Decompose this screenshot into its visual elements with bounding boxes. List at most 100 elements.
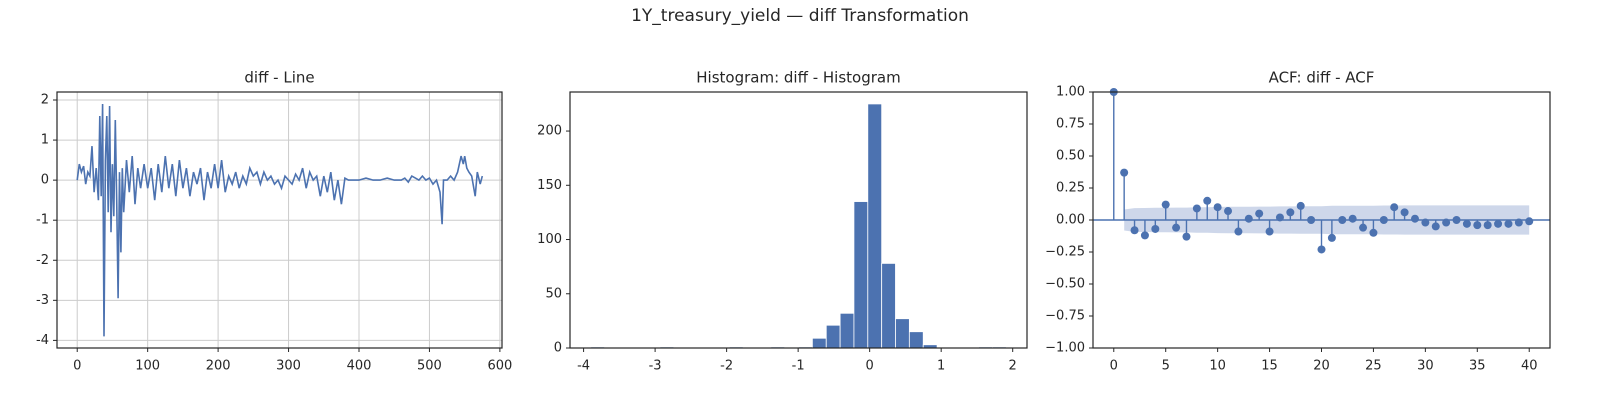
stem-marker [1400,208,1409,217]
stem-marker [1296,201,1305,210]
plot-frame [569,91,1028,349]
bar [908,331,924,349]
y-tick-label: 0 [554,341,562,356]
y-tick-label: 0.75 [1056,117,1085,132]
y-tick-label: 200 [537,124,562,139]
stem-marker [1140,231,1149,240]
panel-title: Histogram: diff - Histogram [696,69,900,87]
stem-marker [1265,227,1274,236]
x-tick-label: 40 [1521,359,1538,374]
x-tick-label: 200 [206,359,231,374]
figure-title: 1Y_treasury_yield — diff Transformation [631,6,969,26]
bar [853,201,869,349]
y-tick-label: 100 [537,232,562,247]
x-tick-label: 20 [1313,359,1330,374]
stem-marker [1317,245,1326,254]
bar [881,262,896,349]
y-tick-label: 1 [41,133,49,148]
x-tick-label: 600 [487,359,512,374]
stem-marker [1275,213,1284,222]
x-tick-label: 15 [1261,359,1278,374]
bar [867,103,883,349]
x-tick-label: 2 [1009,359,1017,374]
x-tick-label: 1 [937,359,945,374]
stem-marker [1213,203,1222,212]
y-tick-label: −0.25 [1045,245,1085,260]
stem-marker [1327,233,1336,242]
stem-marker [1234,227,1243,236]
y-tick-label: -3 [36,293,49,308]
x-tick-label: 500 [417,359,442,374]
stem-marker [1161,200,1170,209]
y-tick-label: 150 [537,178,562,193]
x-tick-label: 100 [135,359,160,374]
x-tick-label: 25 [1365,359,1382,374]
bar [811,337,827,349]
y-tick-label: 0.25 [1056,181,1085,196]
stem-marker [1348,214,1357,223]
stem-marker [1504,219,1513,228]
x-tick-label: 0 [73,359,81,374]
y-tick-label: −1.00 [1045,341,1085,356]
panel-title: diff - Line [244,69,314,87]
stem-marker [1494,219,1503,228]
stem-marker [1224,207,1233,216]
stem-marker [1244,214,1253,223]
stem-marker [1525,217,1534,226]
y-tick-label: 0 [41,173,49,188]
panel-title: ACF: diff - ACF [1269,69,1375,87]
stem-marker [1255,209,1264,218]
plot-frame [56,91,503,349]
y-tick-label: 0.00 [1056,213,1085,228]
y-tick-label: 1.00 [1056,85,1085,100]
stem-marker [1452,216,1461,224]
stem-marker [1192,204,1201,213]
bar [895,318,910,349]
stem-marker [1421,218,1430,227]
x-tick-label: 10 [1209,359,1226,374]
stem-marker [1379,216,1388,224]
stem-marker [1130,226,1139,235]
stem-marker [1369,228,1378,237]
stem-marker [1182,232,1191,241]
x-tick-label: -1 [792,359,805,374]
y-tick-label: 50 [545,286,562,301]
y-tick-label: −0.75 [1045,309,1085,324]
stem-marker [1286,208,1295,217]
y-tick-label: 2 [41,93,49,108]
x-tick-label: 300 [276,359,301,374]
stem-marker [1442,218,1451,227]
x-tick-label: -2 [720,359,733,374]
stem-marker [1410,214,1419,223]
line [76,103,484,337]
y-tick-label: -1 [36,213,49,228]
stem-marker [1462,219,1471,228]
stem-marker [1151,224,1160,233]
x-tick-label: 0 [866,359,874,374]
stem-marker [1483,221,1492,230]
stem-marker [1514,218,1523,227]
y-tick-label: -4 [36,333,49,348]
stem-marker [1338,216,1347,224]
stem-marker [1120,168,1129,177]
x-tick-label: -4 [577,359,590,374]
x-tick-label: 30 [1417,359,1434,374]
y-tick-label: 0.50 [1056,149,1085,164]
y-tick-label: -2 [36,253,49,268]
x-tick-label: 5 [1162,359,1170,374]
x-tick-label: 400 [347,359,372,374]
plot-frame [1092,91,1551,349]
stem-marker [1473,221,1482,230]
stem-marker [1431,222,1440,231]
x-tick-label: 0 [1110,359,1118,374]
stem-marker [1307,216,1316,224]
x-tick-label: -3 [649,359,662,374]
bar [825,324,841,349]
stem-marker [1172,223,1181,232]
x-tick-label: 35 [1469,359,1486,374]
y-tick-label: −0.50 [1045,277,1085,292]
bar [839,312,855,349]
stem-marker [1359,223,1368,232]
stem-marker [1203,196,1212,205]
